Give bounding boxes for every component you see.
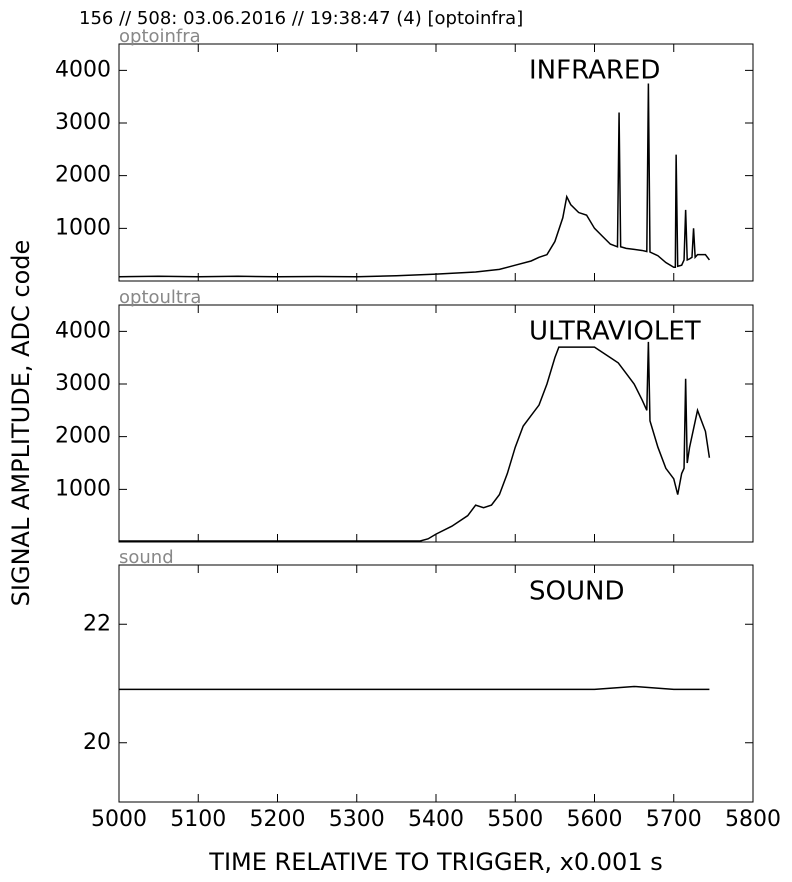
x-tick-label: 5800 bbox=[725, 807, 781, 832]
panel-label: optoultra bbox=[119, 287, 201, 308]
y-tick-label: 1000 bbox=[55, 476, 111, 501]
x-tick-label: 5300 bbox=[329, 807, 385, 832]
x-tick-label: 5600 bbox=[567, 807, 623, 832]
y-tick-label: 4000 bbox=[55, 57, 111, 82]
signal-line bbox=[119, 341, 711, 542]
x-tick-label: 5000 bbox=[91, 807, 147, 832]
x-tick-label: 5500 bbox=[487, 807, 543, 832]
y-tick-label: 1000 bbox=[55, 215, 111, 240]
x-tick-label: 5200 bbox=[250, 807, 306, 832]
y-tick-label: 2000 bbox=[55, 424, 111, 449]
header: 156 // 508: 03.06.2016 // 19:38:47 (4) [… bbox=[79, 8, 523, 29]
panel-title: ULTRAVIOLET bbox=[529, 317, 701, 347]
y-tick-label: 2000 bbox=[55, 163, 111, 188]
panel-title: INFRARED bbox=[529, 56, 660, 86]
panel-title: SOUND bbox=[529, 577, 624, 607]
x-tick-label: 5700 bbox=[646, 807, 702, 832]
y-tick-label: 22 bbox=[83, 611, 111, 636]
x-tick-label: 5100 bbox=[170, 807, 226, 832]
panel-label: optoinfra bbox=[119, 26, 201, 47]
y-tick-label: 3000 bbox=[55, 110, 111, 135]
x-axis-label: TIME RELATIVE TO TRIGGER, x0.001 s bbox=[208, 848, 662, 876]
x-tick-label: 5400 bbox=[408, 807, 464, 832]
axes-frame bbox=[118, 564, 754, 803]
signal-line bbox=[119, 685, 710, 691]
y-tick-label: 3000 bbox=[55, 371, 111, 396]
y-axis-label: SIGNAL AMPLITUDE, ADC code bbox=[7, 240, 35, 607]
signal-line bbox=[118, 83, 711, 278]
y-tick-label: 4000 bbox=[55, 318, 111, 343]
panel-label: sound bbox=[119, 547, 174, 568]
y-tick-label: 20 bbox=[83, 730, 111, 755]
